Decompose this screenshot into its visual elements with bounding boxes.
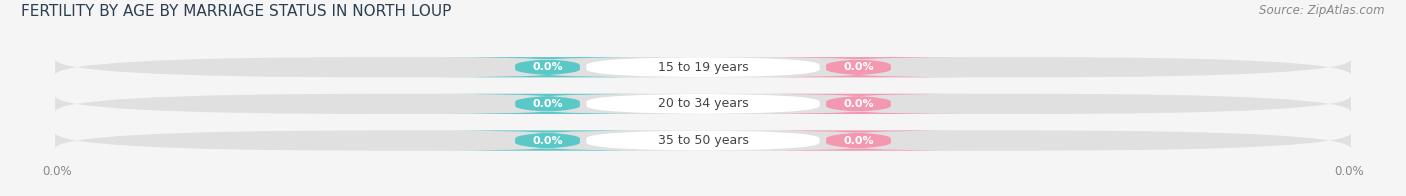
Text: FERTILITY BY AGE BY MARRIAGE STATUS IN NORTH LOUP: FERTILITY BY AGE BY MARRIAGE STATUS IN N…	[21, 4, 451, 19]
Text: 0.0%: 0.0%	[844, 99, 873, 109]
Text: 0.0%: 0.0%	[533, 62, 562, 72]
FancyBboxPatch shape	[748, 57, 969, 77]
FancyBboxPatch shape	[55, 131, 1351, 151]
Text: Source: ZipAtlas.com: Source: ZipAtlas.com	[1260, 4, 1385, 17]
Text: 0.0%: 0.0%	[1334, 165, 1364, 178]
FancyBboxPatch shape	[55, 57, 1351, 77]
Text: 0.0%: 0.0%	[42, 165, 72, 178]
Text: 0.0%: 0.0%	[533, 136, 562, 146]
FancyBboxPatch shape	[586, 94, 820, 114]
Text: 35 to 50 years: 35 to 50 years	[658, 134, 748, 147]
Text: 20 to 34 years: 20 to 34 years	[658, 97, 748, 110]
FancyBboxPatch shape	[586, 131, 820, 151]
Text: 0.0%: 0.0%	[844, 136, 873, 146]
FancyBboxPatch shape	[55, 94, 1351, 114]
Text: 0.0%: 0.0%	[533, 99, 562, 109]
Text: 0.0%: 0.0%	[844, 62, 873, 72]
FancyBboxPatch shape	[437, 131, 658, 151]
FancyBboxPatch shape	[437, 94, 658, 114]
FancyBboxPatch shape	[586, 57, 820, 77]
FancyBboxPatch shape	[748, 131, 969, 151]
Text: 15 to 19 years: 15 to 19 years	[658, 61, 748, 74]
FancyBboxPatch shape	[437, 57, 658, 77]
FancyBboxPatch shape	[748, 94, 969, 114]
